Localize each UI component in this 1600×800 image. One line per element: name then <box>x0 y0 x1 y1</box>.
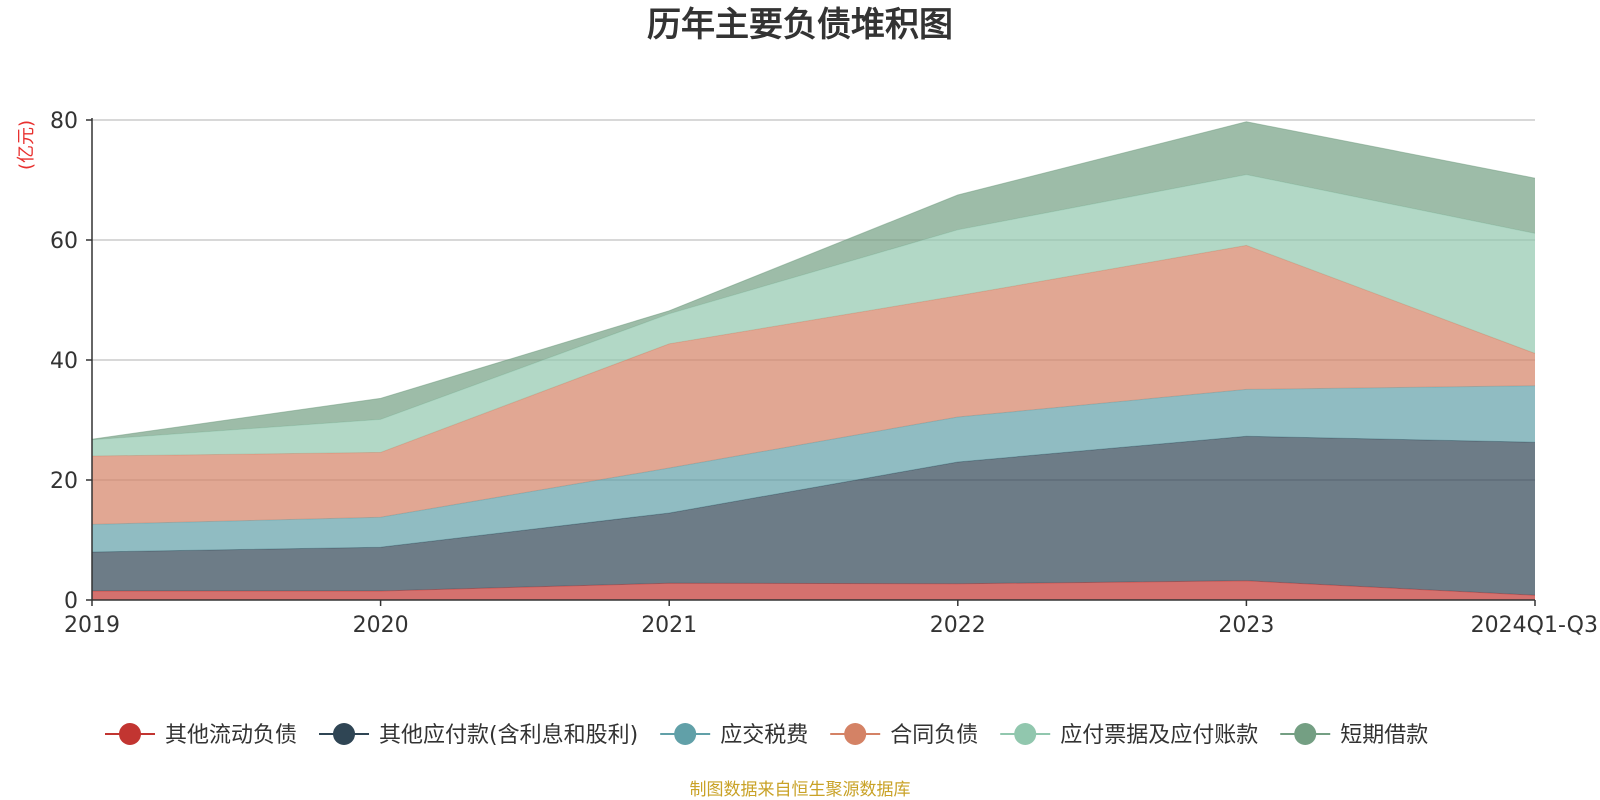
x-tick-label-0: 2019 <box>64 613 120 638</box>
x-tick-label-2: 2021 <box>641 613 697 638</box>
axes <box>91 118 1535 601</box>
legend-label-2: 应交税费 <box>720 723 808 748</box>
y-tick-label-4: 80 <box>50 109 78 134</box>
area-series-2 <box>92 385 1535 552</box>
y-tick-label-2: 40 <box>50 349 78 374</box>
legend-label-5: 短期借款 <box>1340 723 1428 748</box>
x-tick-label-4: 2023 <box>1218 613 1274 638</box>
area-series-3 <box>92 245 1535 525</box>
legend-item-5[interactable]: 短期借款 <box>1280 723 1428 748</box>
x-tick-label-3: 2022 <box>930 613 986 638</box>
legend-label-3: 合同负债 <box>890 723 978 748</box>
legend-item-3[interactable]: 合同负债 <box>830 723 978 748</box>
area-series-4 <box>92 174 1535 456</box>
legend-item-4[interactable]: 应付票据及应付账款 <box>1000 723 1258 748</box>
area-series-5 <box>92 121 1535 440</box>
legend-marker-2 <box>674 723 697 745</box>
legend-label-1: 其他应付款(含利息和股利) <box>379 723 638 748</box>
legend-label-0: 其他流动负债 <box>165 723 297 748</box>
area-series-0 <box>92 580 1535 600</box>
x-tick-labels: 2019 2020 2021 2022 2023 2024Q1-Q3 <box>64 600 1598 638</box>
y-tick-label-3: 60 <box>50 229 78 254</box>
area-series <box>91 121 1536 600</box>
y-tick-labels: 0 20 40 60 80 <box>50 109 92 614</box>
y-tick-label-0: 0 <box>64 589 78 614</box>
legend-item-0[interactable]: 其他流动负债 <box>105 723 297 748</box>
legend-item-2[interactable]: 应交税费 <box>660 723 808 748</box>
x-tick-label-1: 2020 <box>353 613 409 638</box>
area-series-1 <box>92 436 1535 596</box>
legend-marker-3 <box>844 723 867 745</box>
legend-marker-4 <box>1014 723 1037 745</box>
chart-title: 历年主要负债堆积图 <box>647 5 953 45</box>
y-tick-label-1: 20 <box>50 469 78 494</box>
area-edge-5 <box>91 121 1536 440</box>
legend[interactable]: 其他流动负债 其他应付款(含利息和股利) 应交税费 合同负债 应付票据及应付账款 短期借款 <box>105 723 1428 748</box>
x-tick-label-5: 2024Q1-Q3 <box>1471 613 1598 638</box>
legend-marker-0 <box>119 723 141 745</box>
legend-label-4: 应付票据及应付账款 <box>1060 723 1258 748</box>
y-axis-unit: (亿元) <box>16 120 37 170</box>
legend-item-1[interactable]: 其他应付款(含利息和股利) <box>319 723 638 748</box>
source-note: 制图数据来自恒生聚源数据库 <box>690 780 911 800</box>
legend-marker-5 <box>1294 723 1317 745</box>
legend-marker-1 <box>333 723 356 745</box>
